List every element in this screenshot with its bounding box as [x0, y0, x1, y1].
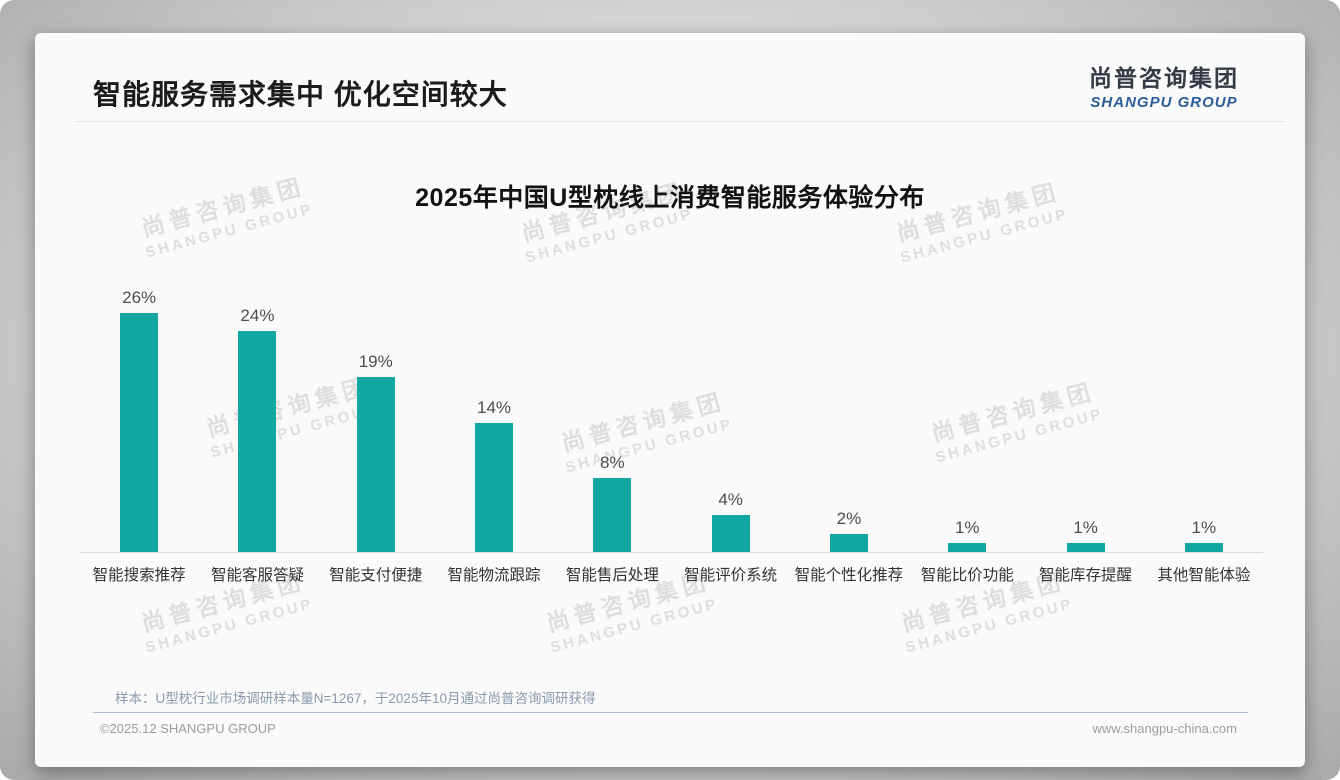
bar — [475, 423, 514, 552]
copyright-text: ©2025.12 SHANGPU GROUP — [100, 721, 276, 736]
bar — [1184, 542, 1223, 552]
category-label: 智能售后处理 — [565, 567, 659, 584]
category-label: 智能物流跟踪 — [447, 567, 541, 584]
bar — [948, 542, 987, 552]
bar-column: 8% — [553, 281, 671, 552]
chart-title: 2025年中国U型枕线上消费智能服务体验分布 — [415, 184, 925, 212]
bar-value-label: 1% — [1073, 517, 1098, 537]
x-axis-category-labels: 智能搜索推荐 智能客服答疑 智能支付便捷 智能物流跟踪 智能售后处理 智能评价系统 智能个性… — [80, 563, 1263, 585]
bar-value-label: 24% — [240, 306, 275, 326]
bar — [711, 515, 750, 552]
bar — [593, 478, 632, 552]
footer-divider — [93, 712, 1248, 713]
sample-note: 样本：U型枕行业市场调研样本量N=1267，于2025年10月通过尚普咨询调研获… — [115, 691, 596, 706]
bar-column: 19% — [317, 281, 435, 552]
bar-column: 26% — [80, 281, 198, 552]
category-label: 智能比价功能 — [920, 567, 1014, 584]
company-logo: 尚普咨询集团 SHANGPU GROUP — [1089, 59, 1239, 111]
bar-column: 1% — [1145, 281, 1263, 552]
watermark-english-text: SHANGPU GROUP — [143, 595, 316, 657]
bar-chart-plot-area: 26% 24% 19% 14% 8% 4% 2% 1% 1% 1% — [80, 281, 1263, 553]
page-title: 智能服务需求集中 优化空间较大 — [93, 79, 508, 110]
bar-column: 14% — [435, 281, 553, 552]
header-divider — [75, 121, 1285, 122]
bar-value-label: 1% — [1191, 517, 1217, 537]
category-label: 智能客服答疑 — [210, 567, 304, 584]
bar-value-label: 8% — [600, 453, 625, 473]
bar — [356, 377, 395, 552]
watermark-english-text: SHANGPU GROUP — [903, 595, 1076, 657]
bar-value-label: 1% — [954, 517, 980, 537]
watermark-english-text: SHANGPU GROUP — [548, 595, 721, 657]
bar-value-label: 4% — [718, 490, 743, 510]
bar-column: 2% — [790, 281, 908, 552]
bar-column: 4% — [671, 281, 789, 552]
bar-value-label: 26% — [122, 287, 157, 307]
bar-column: 24% — [198, 281, 316, 552]
category-label: 其他智能体验 — [1157, 567, 1251, 584]
category-label: 智能搜索推荐 — [92, 567, 186, 584]
category-label: 智能评价系统 — [684, 567, 778, 584]
bar-column: 1% — [1026, 281, 1144, 552]
bar — [238, 331, 277, 552]
website-text: www.shangpu-china.com — [1092, 721, 1237, 736]
logo-english-text: SHANGPU GROUP — [1090, 94, 1238, 111]
logo-chinese-text: 尚普咨询集团 — [1089, 65, 1239, 91]
category-label: 智能个性化推荐 — [794, 567, 904, 584]
category-label: 智能支付便捷 — [329, 567, 423, 584]
bar-value-label: 19% — [358, 352, 393, 372]
category-label: 智能库存提醒 — [1039, 567, 1133, 584]
slide-canvas: 尚普咨询集团 SHANGPU GROUP 尚普咨询集团 SHANGPU GROUP 尚普… — [35, 33, 1305, 767]
bar — [1066, 542, 1105, 552]
bar — [829, 533, 868, 552]
bar-value-label: 14% — [477, 398, 512, 418]
bar — [120, 312, 159, 552]
bar-value-label: 2% — [836, 508, 862, 528]
bar-column: 1% — [908, 281, 1026, 552]
